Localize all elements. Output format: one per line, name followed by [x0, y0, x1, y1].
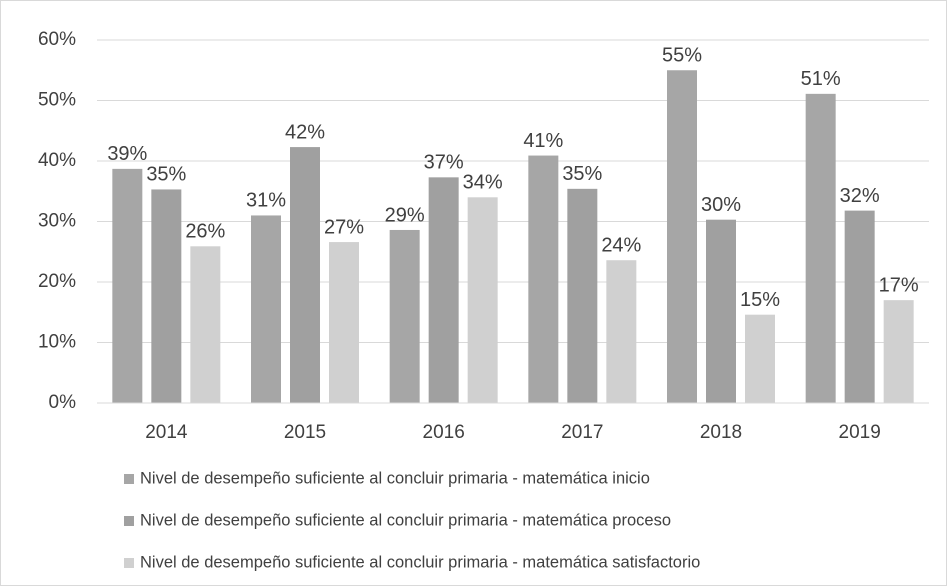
bar — [528, 155, 559, 403]
bar — [112, 168, 143, 403]
data-label: 35% — [146, 164, 186, 186]
bar — [290, 147, 320, 403]
y-tick-label: 10% — [38, 332, 76, 353]
data-label: 15% — [740, 289, 780, 311]
bar — [467, 197, 498, 403]
data-label: 51% — [801, 68, 841, 90]
y-tick-label: 20% — [38, 271, 76, 292]
bar — [567, 188, 598, 403]
bar — [190, 246, 221, 403]
data-label: 55% — [662, 45, 702, 67]
data-label: 42% — [285, 121, 325, 143]
bar — [151, 189, 182, 403]
legend-label: Nivel de desempeño suficiente al conclui… — [140, 511, 671, 529]
bar — [706, 219, 736, 403]
data-label: 31% — [246, 190, 286, 212]
legend-marker — [124, 474, 134, 484]
legend-marker — [124, 516, 134, 526]
data-label: 41% — [523, 130, 563, 152]
y-tick-label: 50% — [38, 90, 76, 111]
y-tick-label: 60% — [38, 29, 76, 50]
data-label: 39% — [107, 143, 147, 165]
x-tick-label: 2016 — [423, 422, 465, 443]
legend-label: Nivel de desempeño suficiente al conclui… — [140, 553, 700, 571]
data-label: 24% — [601, 235, 641, 257]
bar — [251, 215, 281, 403]
data-label: 37% — [424, 152, 464, 174]
bar — [389, 229, 420, 403]
legend-marker — [124, 558, 134, 568]
data-label: 27% — [324, 216, 364, 238]
y-tick-label: 30% — [38, 211, 76, 232]
data-label: 29% — [385, 204, 425, 226]
x-tick-label: 2019 — [839, 422, 881, 443]
bar — [329, 242, 359, 403]
x-tick-label: 2018 — [700, 422, 742, 443]
data-label: 34% — [463, 172, 503, 194]
bar — [844, 210, 875, 403]
data-label: 30% — [701, 194, 741, 216]
y-tick-label: 40% — [38, 150, 76, 171]
bar — [606, 260, 637, 403]
x-tick-label: 2017 — [561, 422, 603, 443]
data-label: 32% — [840, 185, 880, 207]
bar — [667, 70, 697, 403]
data-label: 35% — [562, 163, 602, 185]
y-tick-label: 0% — [49, 392, 77, 413]
x-tick-label: 2014 — [145, 422, 188, 443]
bar — [428, 177, 459, 403]
x-tick-label: 2015 — [284, 422, 326, 443]
legend-label: Nivel de desempeño suficiente al conclui… — [140, 469, 650, 487]
bar — [883, 300, 914, 403]
bar — [805, 93, 836, 403]
data-label: 26% — [185, 221, 225, 243]
data-label: 17% — [879, 274, 919, 296]
bar — [745, 314, 775, 403]
